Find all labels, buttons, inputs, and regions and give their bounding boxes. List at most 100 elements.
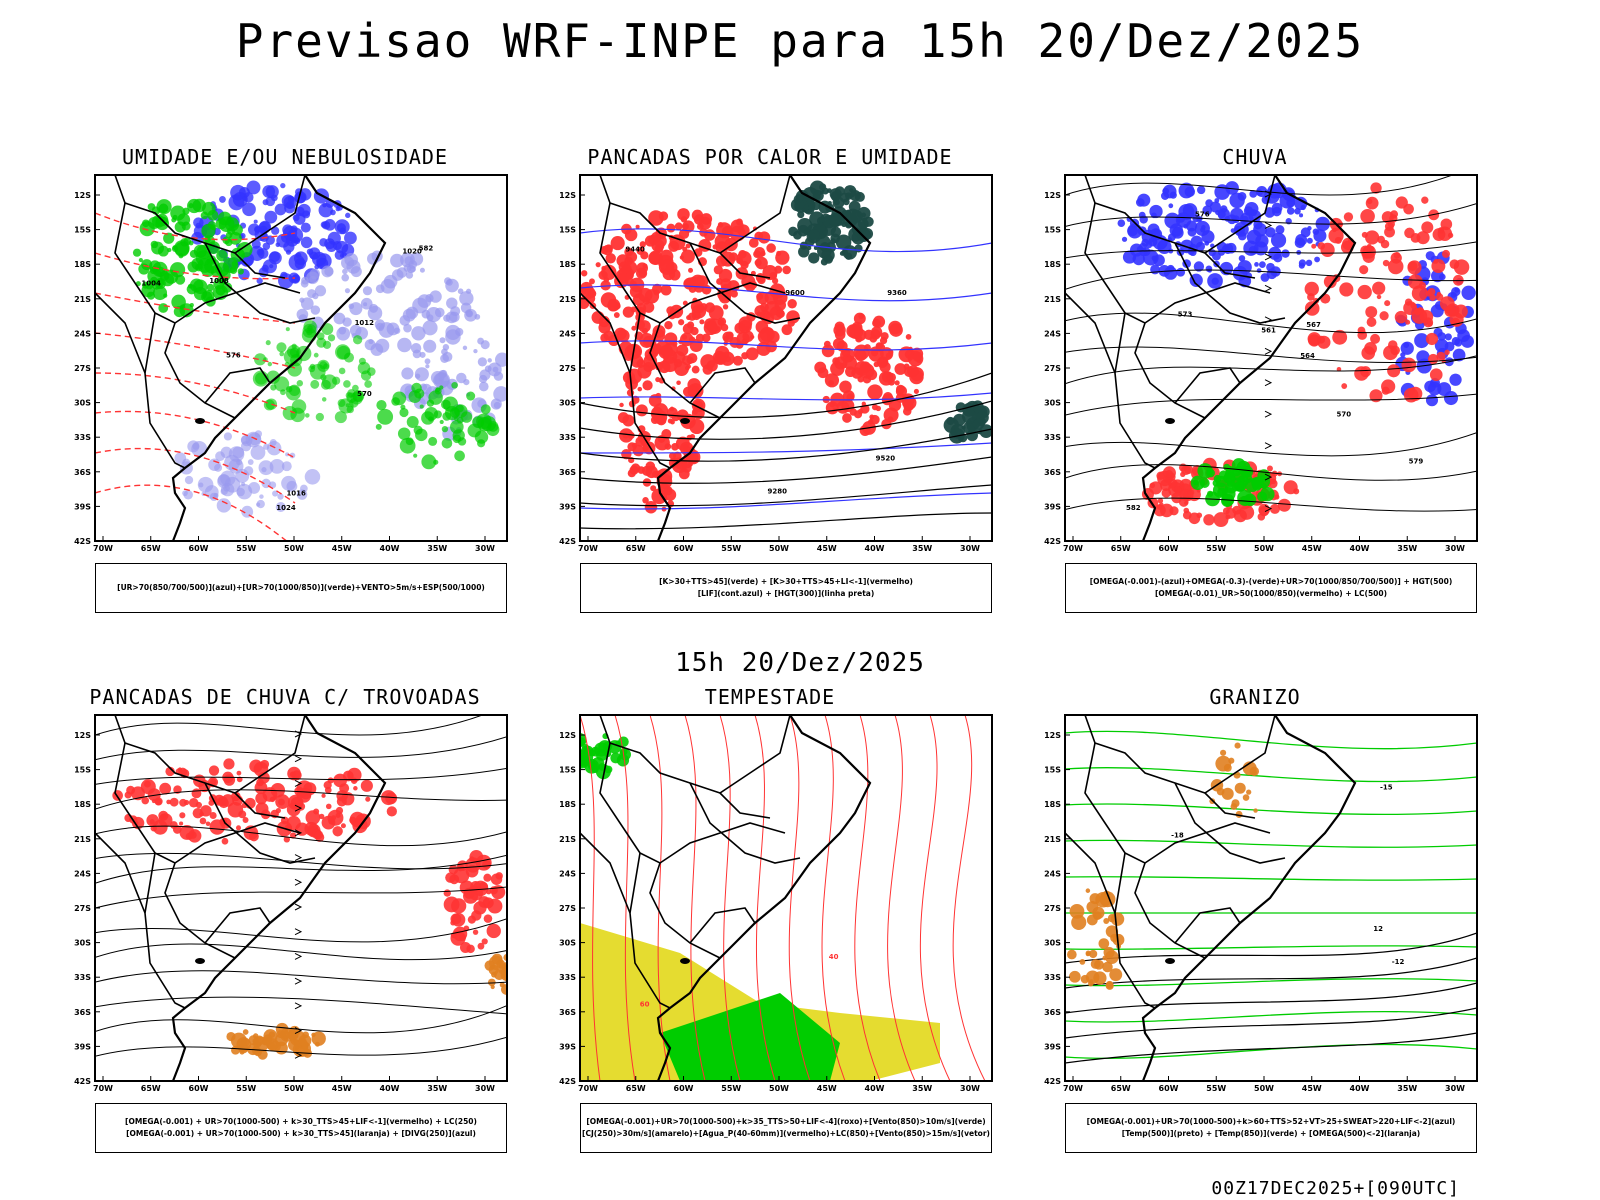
border-line — [95, 832, 146, 914]
lon-tick-label: 60W — [674, 1084, 694, 1093]
contour-label: 1004 — [141, 280, 161, 288]
map-umidade: 1004 1008 1012 1016 1020 1024 570 576 582 12S 15S 1… — [74, 174, 508, 553]
lat-tick-label: 15S — [559, 766, 576, 775]
border-line — [1065, 832, 1116, 914]
lat-tick-label: 21S — [1044, 835, 1061, 844]
map-content: -12 -15 -18 12 — [1065, 715, 1477, 1081]
contour-label: 564 — [1300, 352, 1315, 360]
border-line — [1084, 715, 1276, 794]
panel-trovoadas: PANCADAS DE CHUVA C/ TROVOADAS 12S 15S 18S… — [55, 685, 515, 1165]
lat-tick-label: 42S — [559, 537, 576, 546]
lon-tick-label: 50W — [284, 1084, 304, 1093]
lon-tick-label: 45W — [332, 544, 352, 553]
lat-tick-label: 12S — [559, 191, 576, 200]
border-line — [689, 907, 756, 944]
streamline-arrow — [294, 878, 303, 886]
lat-tick-label: 39S — [1044, 502, 1061, 511]
pw-contour — [614, 715, 636, 1081]
contour-label: 9280 — [768, 488, 788, 496]
lat-tick-label: 21S — [1044, 295, 1061, 304]
lat-tick-label: 27S — [74, 364, 91, 373]
streamline-arrow — [294, 730, 303, 738]
streamline — [95, 715, 484, 736]
pw-contour — [821, 715, 846, 1081]
panel-title: PANCADAS POR CALOR E UMIDADE — [587, 145, 953, 169]
streamline — [95, 886, 507, 909]
coastline — [171, 715, 387, 1081]
map-tempestade: 40 60 12S 15S 18S 21S 24S 27S 30S 33S 36S 39S 42S70W… — [559, 714, 993, 1093]
lake — [1165, 418, 1175, 424]
lat-tick-label: 18S — [74, 800, 91, 809]
map-frame — [579, 714, 993, 1082]
lat-tick-label: 21S — [74, 835, 91, 844]
lon-tick-label: 60W — [1159, 544, 1179, 553]
border-line — [204, 782, 316, 864]
streamline-arrow — [294, 903, 303, 911]
lat-tick-label: 39S — [74, 502, 91, 511]
temp850-contour — [1065, 1010, 1477, 1023]
lon-tick-label: 60W — [189, 1084, 209, 1093]
lon-tick-label: 40W — [1350, 1084, 1370, 1093]
streamline — [95, 767, 507, 785]
lat-tick-label: 24S — [1044, 869, 1061, 878]
contour-label: 12 — [1373, 925, 1383, 933]
hgt-contour — [580, 484, 992, 507]
country-borders — [95, 175, 387, 541]
map-content — [95, 715, 507, 1081]
contour-label: 573 — [1178, 311, 1193, 319]
border-line — [234, 252, 286, 279]
streamline-arrow — [294, 779, 303, 787]
map-frame — [1064, 714, 1478, 1082]
lon-tick-label: 55W — [236, 544, 256, 553]
lon-tick-label: 65W — [1111, 544, 1131, 553]
temp500-contour — [1065, 932, 1477, 964]
streamlines — [95, 715, 507, 1059]
map-chuva: 582 579 576 573 570 567 564 561 12S 15S 18S 21S 24S 2… — [1044, 174, 1478, 553]
contour-label: -15 — [1380, 784, 1393, 792]
coastline — [1141, 715, 1357, 1081]
panel-legend: [K>30+TTS>45](verde) + [K>30+TTS>45+LI<-… — [580, 563, 992, 613]
panel-granizo: GRANIZO -12 -15 -18 12 12S 15S 18S 21S 24S 27S 30S… — [1025, 685, 1485, 1165]
pw-contour — [649, 715, 671, 1081]
lon-tick-label: 40W — [865, 544, 885, 553]
lat-tick-label: 30S — [74, 399, 91, 408]
pw-contour — [754, 715, 776, 1081]
contour-label: 579 — [1409, 458, 1424, 466]
streamline-arrow — [1264, 190, 1273, 198]
contour-label: 567 — [1306, 321, 1321, 329]
lat-tick-label: 15S — [74, 226, 91, 235]
contour-label: 582 — [419, 245, 434, 253]
contour-label: 582 — [1126, 504, 1141, 512]
lat-tick-label: 18S — [74, 260, 91, 269]
panel-legend: [OMEGA(-0.001)-(azul)+OMEGA(-0.3)-(verde… — [1065, 563, 1477, 613]
lon-tick-label: 45W — [1302, 1084, 1322, 1093]
lat-tick-label: 21S — [74, 295, 91, 304]
main-title: Previsao WRF-INPE para 15h 20/Dez/2025 — [235, 14, 1365, 68]
streamline — [95, 1005, 507, 1034]
lat-tick-label: 15S — [74, 766, 91, 775]
lat-tick-label: 15S — [1044, 766, 1061, 775]
lat-tick-label: 21S — [559, 295, 576, 304]
lon-tick-label: 55W — [1206, 1084, 1226, 1093]
border-line — [1204, 792, 1256, 819]
lon-tick-label: 65W — [626, 1084, 646, 1093]
map-frame — [94, 174, 508, 542]
border-line — [689, 242, 801, 324]
streamline — [95, 970, 507, 985]
lon-tick-label: 35W — [427, 544, 447, 553]
map-content: 1004 1008 1012 1016 1020 1024 570 576 582 — [95, 175, 507, 541]
lat-tick-label: 36S — [74, 468, 91, 477]
thickness-contour — [95, 332, 296, 369]
lon-tick-label: 40W — [380, 1084, 400, 1093]
lon-tick-label: 65W — [1111, 1084, 1131, 1093]
thickness-contour — [95, 484, 288, 541]
lon-tick-label: 70W — [1063, 544, 1083, 553]
border-line — [629, 852, 671, 1009]
lon-tick-label: 30W — [960, 1084, 980, 1093]
border-line — [95, 292, 146, 374]
panel-chuva: CHUVA 582 579 576 573 570 567 564 561 12S 15S 18S 2… — [1025, 145, 1485, 625]
panel-title: CHUVA — [1222, 145, 1288, 169]
map-frame — [579, 174, 993, 542]
streamline — [95, 852, 507, 870]
pw-contour — [684, 715, 706, 1081]
